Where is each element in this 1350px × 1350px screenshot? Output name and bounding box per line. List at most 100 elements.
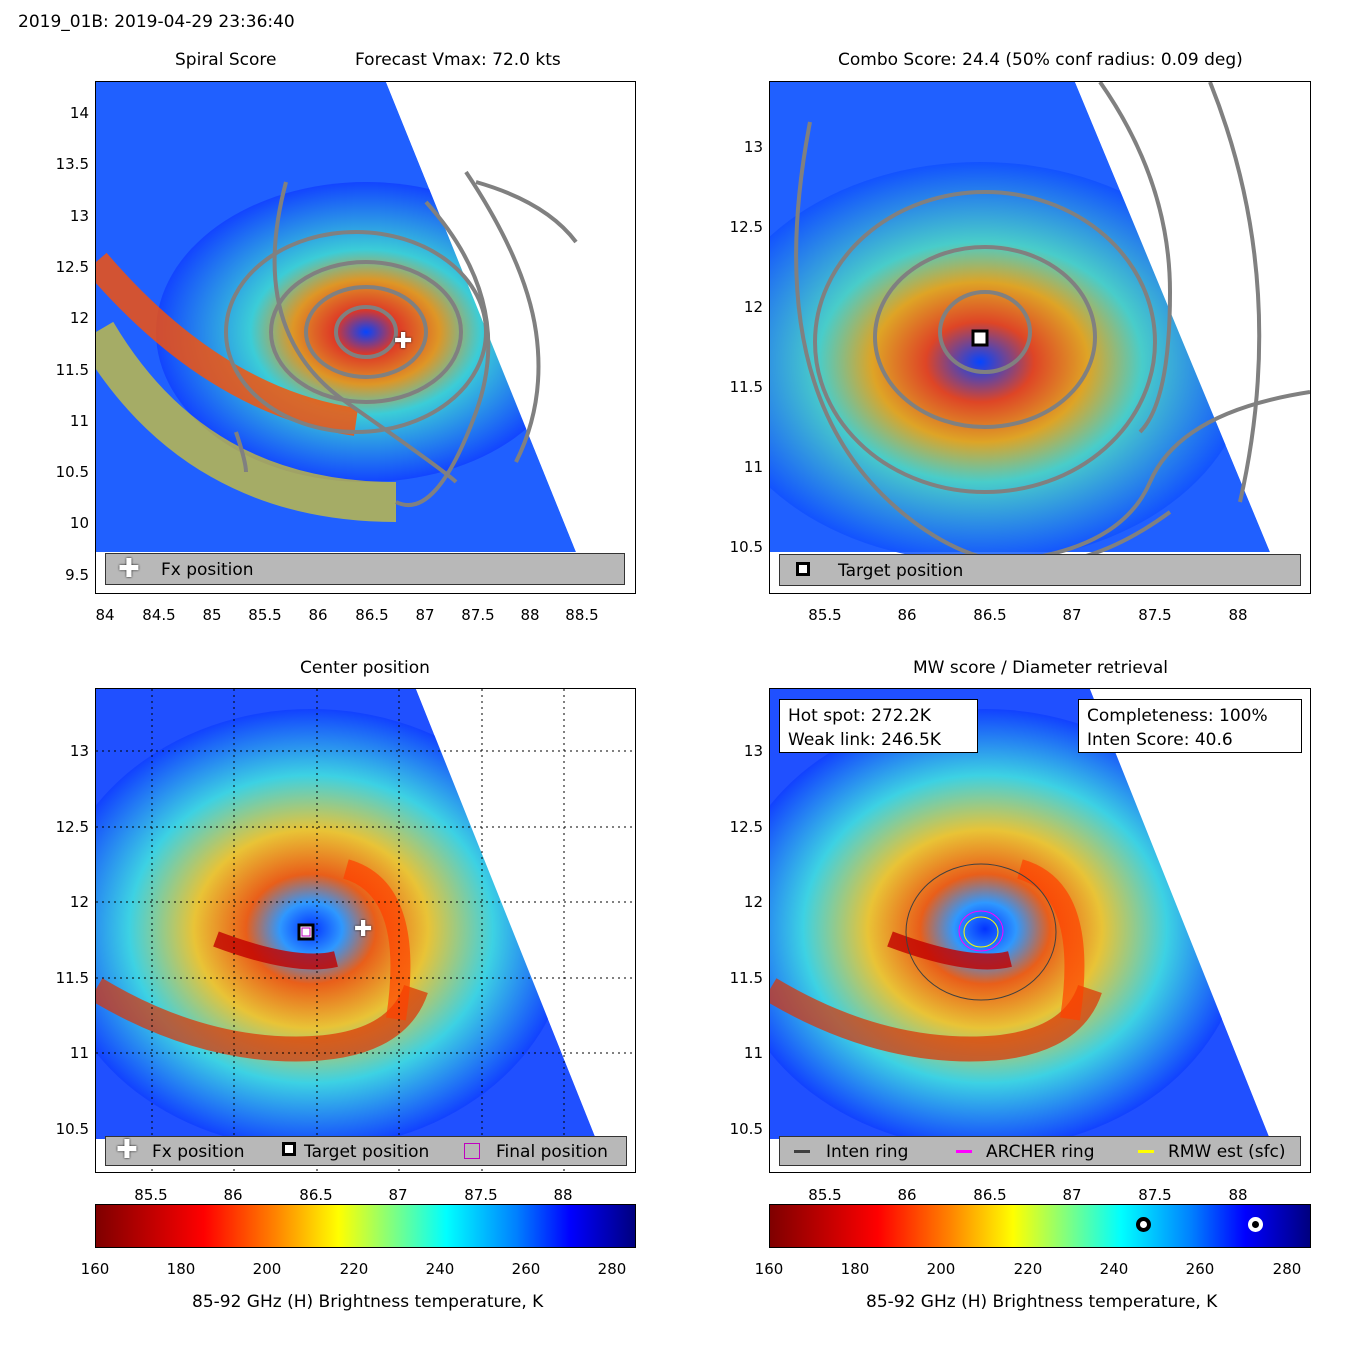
y-tick-label: 11.5: [55, 969, 89, 987]
mw-legend: Inten ring ARCHER ring RMW est (sfc): [779, 1136, 1301, 1166]
y-tick-label: 13: [743, 138, 763, 156]
y-tick-label: 11: [743, 458, 763, 476]
x-tick-label: 180: [166, 1260, 196, 1278]
y-tick-label: 11.5: [729, 969, 763, 987]
y-tick-label: 12.5: [55, 258, 89, 276]
x-tick-label: 85.5: [134, 1186, 168, 1204]
colorbar-right: [769, 1204, 1311, 1248]
legend-target-label: Target position: [304, 1142, 430, 1162]
square-icon: [796, 562, 810, 576]
y-tick-label: 10.5: [55, 463, 89, 481]
mw-title: MW score / Diameter retrieval: [913, 658, 1168, 678]
x-tick-label: 86.5: [299, 1186, 333, 1204]
rmw-ring-swatch: [1138, 1150, 1154, 1153]
spiral-legend: ✚ Fx position: [105, 553, 625, 585]
combo-title: Combo Score: 24.4 (50% conf radius: 0.09…: [838, 50, 1243, 70]
inten-ring-swatch: [794, 1150, 810, 1153]
y-tick-label: 12: [743, 893, 763, 911]
completeness-value: Completeness: 100%: [1087, 706, 1268, 726]
hot-spot-value: Hot spot: 272.2K: [788, 706, 931, 726]
x-tick-label: 86: [897, 1186, 917, 1204]
x-tick-label: 86: [897, 606, 917, 624]
x-tick-label: 88: [553, 1186, 573, 1204]
y-tick-label: 12.5: [729, 818, 763, 836]
x-tick-label: 88: [1228, 606, 1248, 624]
x-tick-label: 260: [511, 1260, 541, 1278]
y-tick-label: 10.5: [55, 1120, 89, 1138]
square-icon: [282, 1142, 296, 1156]
x-tick-label: 200: [252, 1260, 282, 1278]
cross-icon: ✚: [118, 554, 140, 584]
final-square-icon: [464, 1143, 480, 1159]
colorbar-right-label: 85-92 GHz (H) Brightness temperature, K: [866, 1292, 1218, 1312]
hot-spot-marker: [1248, 1217, 1263, 1232]
y-tick-label: 13.5: [55, 155, 89, 173]
x-tick-label: 86.5: [973, 1186, 1007, 1204]
y-tick-label: 14: [69, 104, 89, 122]
x-tick-label: 87: [388, 1186, 408, 1204]
spiral-plot: ✚ ✚ Fx position: [95, 81, 636, 594]
x-tick-label: 88: [520, 606, 540, 624]
storm-time: 2019_01B: 2019-04-29 23:36:40: [18, 12, 295, 32]
x-tick-label: 85: [202, 606, 222, 624]
x-tick-label: 84.5: [142, 606, 176, 624]
x-tick-label: 220: [339, 1260, 369, 1278]
y-tick-label: 11.5: [55, 361, 89, 379]
archer-ring-swatch: [956, 1150, 972, 1153]
weak-link-marker: [1136, 1217, 1151, 1232]
inten-score-value: Inten Score: 40.6: [1087, 730, 1233, 750]
y-tick-label: 11: [743, 1044, 763, 1062]
x-tick-label: 88: [1228, 1186, 1248, 1204]
x-tick-label: 280: [1272, 1260, 1302, 1278]
x-tick-label: 180: [840, 1260, 870, 1278]
y-tick-label: 10.5: [729, 1120, 763, 1138]
cross-icon: ✚: [116, 1135, 138, 1165]
x-tick-label: 87.5: [1138, 606, 1172, 624]
legend-final-label: Final position: [496, 1142, 608, 1162]
combo-legend: Target position: [779, 554, 1301, 586]
y-tick-label: 10: [69, 514, 89, 532]
colorbar-left-label: 85-92 GHz (H) Brightness temperature, K: [192, 1292, 544, 1312]
x-tick-label: 87: [415, 606, 435, 624]
x-tick-label: 86.5: [355, 606, 389, 624]
x-tick-label: 240: [425, 1260, 455, 1278]
fx-position-marker: ✚: [394, 329, 413, 354]
y-tick-label: 12.5: [55, 818, 89, 836]
x-tick-label: 85.5: [248, 606, 282, 624]
x-tick-label: 87.5: [1138, 1186, 1172, 1204]
center-plot: ✚ ✚ Fx position Target position Final po…: [95, 688, 636, 1173]
x-tick-label: 260: [1185, 1260, 1215, 1278]
y-tick-label: 13: [69, 742, 89, 760]
hot-weak-box: Hot spot: 272.2K Weak link: 246.5K: [779, 699, 978, 753]
x-tick-label: 85.5: [808, 1186, 842, 1204]
y-tick-label: 12: [743, 298, 763, 316]
x-tick-label: 86: [308, 606, 328, 624]
x-tick-label: 240: [1099, 1260, 1129, 1278]
x-tick-label: 85.5: [808, 606, 842, 624]
y-tick-label: 10.5: [729, 538, 763, 556]
x-tick-label: 86: [223, 1186, 243, 1204]
y-tick-label: 9.5: [65, 566, 89, 584]
y-tick-label: 11: [69, 412, 89, 430]
legend-fx-label: Fx position: [161, 560, 254, 580]
legend-inten-label: Inten ring: [826, 1142, 909, 1162]
spiral-title: Spiral Score: [175, 50, 277, 70]
forecast-vmax: Forecast Vmax: 72.0 kts: [355, 50, 561, 70]
legend-target-label: Target position: [838, 561, 964, 581]
x-tick-label: 280: [597, 1260, 627, 1278]
x-tick-label: 200: [926, 1260, 956, 1278]
x-tick-label: 86.5: [973, 606, 1007, 624]
y-tick-label: 13: [743, 742, 763, 760]
score-box: Completeness: 100% Inten Score: 40.6: [1078, 699, 1302, 753]
legend-fx-label: Fx position: [152, 1142, 245, 1162]
y-tick-label: 11.5: [729, 378, 763, 396]
y-tick-label: 12: [69, 309, 89, 327]
x-tick-label: 160: [80, 1260, 110, 1278]
center-legend: ✚ Fx position Target position Final posi…: [105, 1135, 627, 1166]
center-title: Center position: [300, 658, 430, 678]
x-tick-label: 87: [1062, 1186, 1082, 1204]
x-tick-label: 220: [1013, 1260, 1043, 1278]
combo-plot: Target position: [769, 81, 1311, 594]
weak-link-value: Weak link: 246.5K: [788, 730, 941, 750]
y-tick-label: 12.5: [729, 218, 763, 236]
